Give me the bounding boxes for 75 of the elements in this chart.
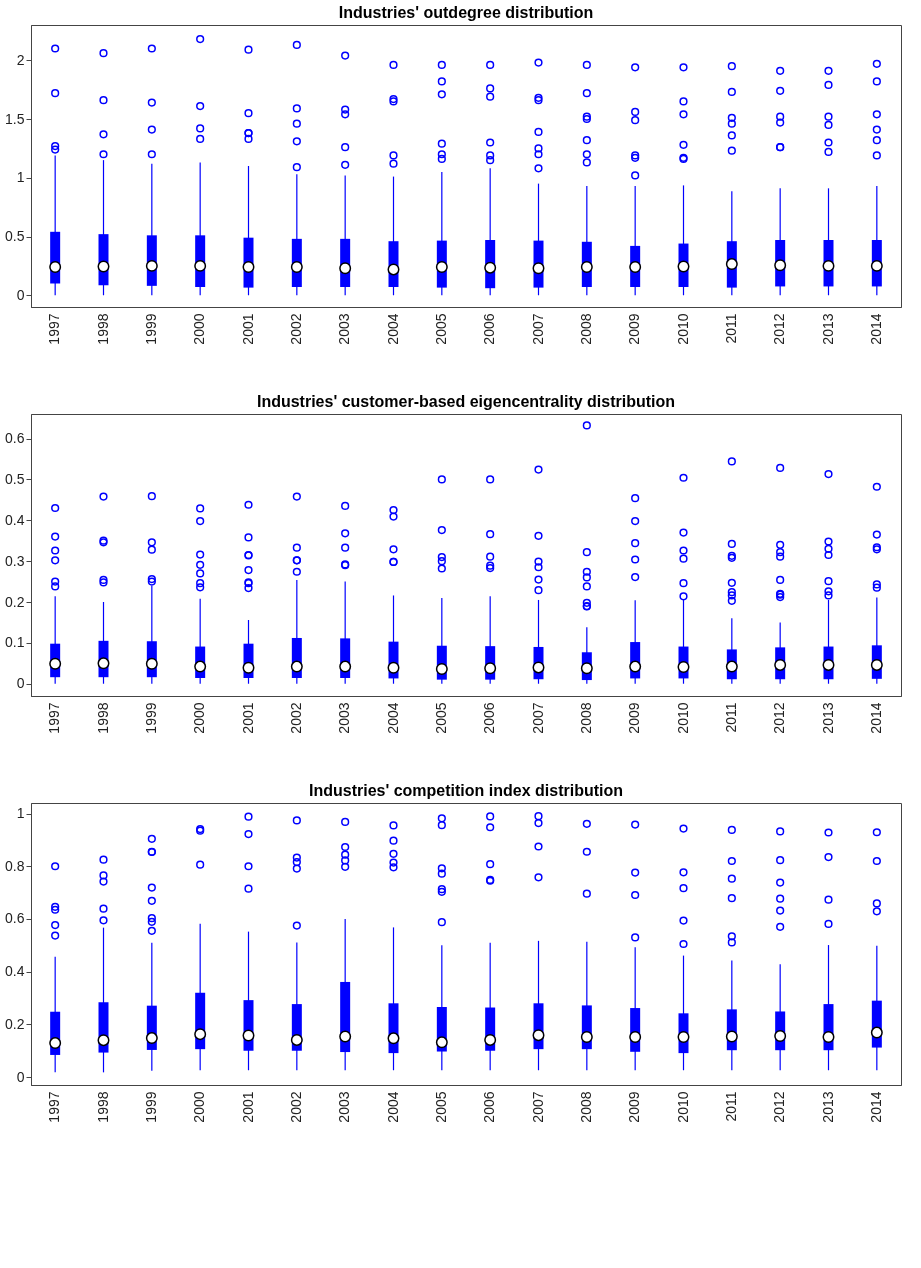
x-tick-label: 2009: [626, 1091, 643, 1123]
x-tick-label: 2002: [287, 1091, 304, 1123]
x-tick-label: 2000: [191, 313, 208, 345]
x-tick-label: 2007: [529, 702, 546, 734]
x-tick-label: 2001: [239, 702, 256, 734]
x-tick-label: 2007: [529, 313, 546, 345]
x-tick-label: 1997: [46, 313, 63, 345]
y-tick-label: 0.4: [5, 511, 25, 528]
x-tick-label: 2013: [819, 702, 836, 734]
x-tick-label: 2014: [867, 313, 884, 345]
y-tick-label: 1: [16, 805, 25, 822]
x-tick-label: 2013: [819, 313, 836, 345]
y-tick-label: 0.5: [5, 470, 25, 487]
y-tick-label: 1.5: [5, 110, 25, 127]
x-tick-label: 2008: [577, 1091, 594, 1123]
y-tick-label: 0: [16, 1068, 25, 1085]
x-tick-label: 2006: [481, 702, 498, 734]
x-tick-label: 2014: [867, 1091, 884, 1123]
x-tick-label: 2010: [674, 313, 691, 345]
x-tick-label: 1997: [46, 1091, 63, 1123]
x-tick-label: 1998: [94, 313, 111, 345]
y-tick-label: 0.2: [5, 1015, 25, 1032]
x-tick-label: 2004: [384, 313, 401, 345]
y-tick-label: 0.6: [5, 910, 25, 927]
y-tick-label: 0.4: [5, 963, 25, 980]
y-tick-label: 0: [16, 675, 25, 692]
x-tick-label: 2012: [771, 1091, 788, 1123]
y-tick-label: 1: [16, 169, 25, 186]
x-tick-label: 2006: [481, 1091, 498, 1123]
y-tick-label: 0.6: [5, 430, 25, 447]
y-tick-label: 0.2: [5, 593, 25, 610]
x-tick-label: 2011: [722, 1091, 739, 1122]
y-tick-label: 0.8: [5, 857, 25, 874]
x-tick-label: 2010: [674, 1091, 691, 1123]
x-tick-label: 2002: [287, 313, 304, 345]
x-tick-label: 2005: [432, 702, 449, 734]
x-tick-label: 2000: [191, 702, 208, 734]
x-tick-label: 2011: [722, 313, 739, 344]
y-tick-label: 0.5: [5, 228, 25, 244]
x-tick-label: 2010: [674, 702, 691, 734]
chart-title: Industries' outdegree distribution: [338, 4, 594, 21]
y-tick-label: 0.3: [5, 552, 25, 569]
x-tick-label: 1998: [94, 1091, 111, 1123]
x-tick-label: 2005: [432, 1091, 449, 1123]
x-tick-label: 2009: [626, 313, 643, 345]
x-tick-label: 1999: [142, 313, 159, 345]
x-tick-label: 2000: [191, 1091, 208, 1123]
x-tick-label: 2004: [384, 1091, 401, 1123]
x-tick-label: 2005: [432, 313, 449, 345]
x-tick-label: 1998: [94, 702, 111, 734]
x-tick-label: 2006: [481, 313, 498, 345]
x-tick-label: 2001: [239, 313, 256, 345]
x-tick-label: 2001: [239, 1091, 256, 1123]
x-tick-label: 2009: [626, 702, 643, 734]
x-tick-label: 2003: [336, 1091, 353, 1123]
x-tick-label: 2012: [771, 313, 788, 345]
x-tick-label: 2013: [819, 1091, 836, 1123]
x-tick-label: 2003: [336, 313, 353, 345]
y-tick-label: 2: [16, 51, 25, 68]
chart-title: Industries' customer-based eigencentrality distribution: [256, 393, 676, 410]
x-tick-label: 1999: [142, 1091, 159, 1123]
x-tick-label: 2008: [577, 313, 594, 345]
x-tick-label: 2007: [529, 1091, 546, 1123]
x-tick-label: 1997: [46, 702, 63, 734]
x-tick-label: 2014: [867, 702, 884, 734]
y-tick-label: 0.1: [5, 634, 25, 651]
x-tick-label: 2008: [577, 702, 594, 734]
y-tick-label: 0: [16, 286, 25, 303]
chart-title: Industries' competition index distribution: [308, 782, 624, 799]
x-tick-label: 2004: [384, 702, 401, 734]
x-tick-label: 2002: [287, 702, 304, 734]
x-tick-label: 2011: [722, 702, 739, 733]
x-tick-label: 2012: [771, 702, 788, 734]
x-tick-label: 2003: [336, 702, 353, 734]
x-tick-label: 1999: [142, 702, 159, 734]
